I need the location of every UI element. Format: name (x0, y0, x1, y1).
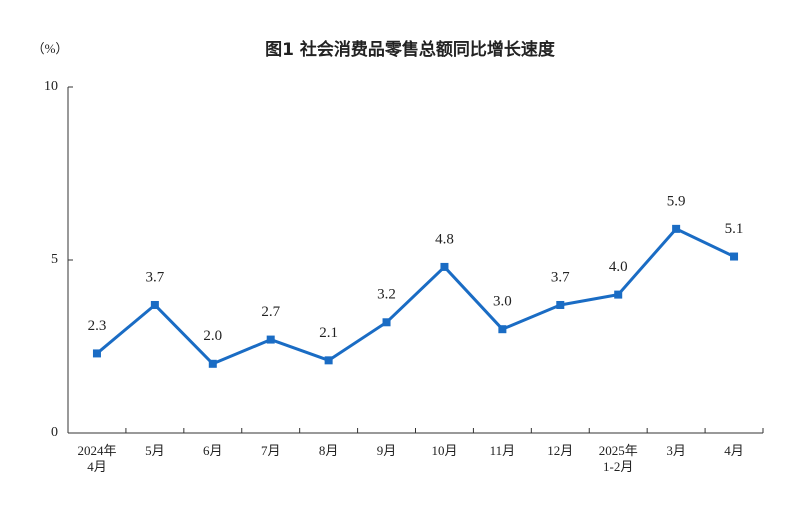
x-tick-label: 6月 (203, 443, 223, 458)
y-unit: （%） (32, 41, 69, 56)
marker (730, 252, 739, 261)
x-tick-label: 11月 (489, 443, 516, 458)
line (95, 227, 735, 366)
marker (498, 325, 507, 334)
y-tick-label: 10 (44, 79, 58, 94)
x-tick-label: 5月 (145, 443, 165, 458)
chart-title: 图1 社会消费品零售总额同比增长速度 (265, 39, 556, 60)
marker (440, 262, 449, 271)
marker (672, 224, 681, 233)
x-tick-label: 9月 (376, 443, 397, 458)
value-label: 2.1 (319, 325, 338, 341)
value-label: 5.1 (725, 221, 744, 237)
y-tick-label: 5 (51, 252, 58, 267)
x-tick-label: 8月 (318, 443, 339, 458)
value-label: 3.7 (146, 269, 165, 285)
value-label: 3.0 (493, 294, 512, 310)
x-tick-label: 3月 (666, 443, 686, 458)
marker (382, 318, 391, 327)
marker (92, 349, 101, 358)
x-tick-label: 2025年 1-2月 (598, 443, 638, 474)
value-label: 2.7 (261, 304, 280, 320)
x-tick-label: 2024年 4月 (77, 443, 117, 474)
marker (208, 359, 217, 368)
marker (266, 335, 275, 344)
x-tick-label: 12月 (547, 443, 574, 458)
marker (150, 300, 159, 309)
x-tick-label: 10月 (431, 443, 458, 458)
value-label: 3.7 (551, 269, 570, 285)
marker (556, 300, 565, 309)
value-label: 2.3 (88, 318, 107, 334)
x-tick-label: 7月 (260, 443, 281, 458)
value-label: 4.8 (435, 231, 454, 247)
value-label: 2.0 (203, 328, 222, 344)
value-label: 3.2 (377, 287, 396, 303)
value-label: 5.9 (667, 193, 686, 209)
x-tick-label: 4月 (724, 443, 744, 458)
marker (324, 356, 333, 365)
marker (614, 290, 623, 299)
value-label: 4.0 (609, 259, 628, 275)
y-tick-label: 0 (51, 425, 58, 440)
